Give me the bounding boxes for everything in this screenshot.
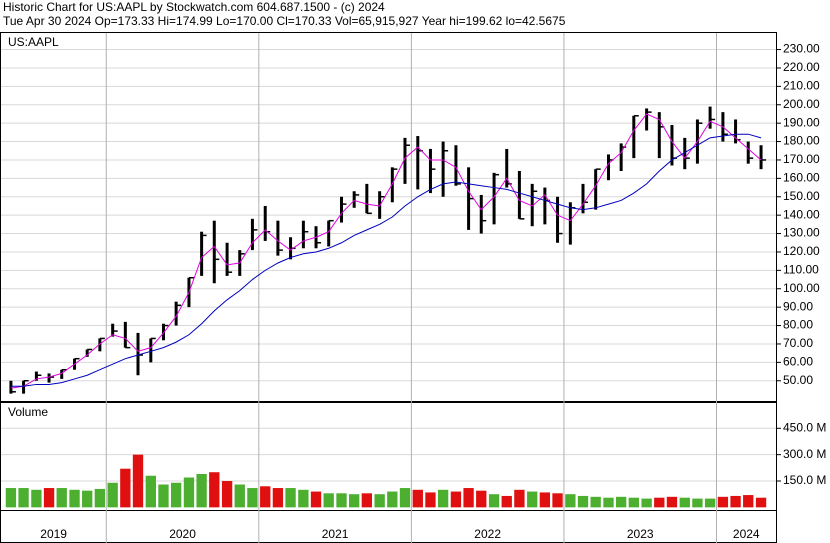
volume-bar bbox=[69, 489, 80, 508]
volume-bar bbox=[323, 493, 334, 508]
volume-bar bbox=[120, 468, 131, 508]
price-panel-label: US:AAPL bbox=[8, 35, 59, 49]
volume-bar bbox=[5, 488, 17, 508]
volume-bar bbox=[310, 491, 322, 508]
volume-bar bbox=[755, 497, 767, 508]
y-tick-label: 70.00 bbox=[783, 336, 813, 350]
volume-bar bbox=[412, 489, 423, 508]
y-tick-label: 220.00 bbox=[783, 60, 820, 74]
y-tick-label: 100.00 bbox=[783, 281, 820, 295]
y-tick-label: 450.0 M bbox=[783, 420, 826, 434]
volume-bar bbox=[247, 488, 258, 508]
volume-bar bbox=[31, 489, 42, 508]
volume-bar bbox=[539, 492, 551, 508]
volume-bar bbox=[514, 489, 525, 508]
y-tick-label: 60.00 bbox=[783, 355, 813, 369]
volume-bar bbox=[196, 473, 207, 508]
volume-bar bbox=[743, 495, 754, 508]
volume-bar bbox=[501, 495, 512, 508]
volume-bar bbox=[666, 496, 678, 508]
volume-bar bbox=[349, 494, 360, 508]
y-tick-label: 230.00 bbox=[783, 42, 820, 56]
volume-bar bbox=[717, 496, 729, 508]
y-tick-label: 140.00 bbox=[783, 207, 820, 221]
y-tick-label: 110.00 bbox=[783, 263, 819, 277]
y-tick-label: 130.00 bbox=[783, 226, 820, 240]
volume-bar bbox=[704, 498, 716, 508]
volume-bar bbox=[577, 495, 589, 508]
volume-panel-label: Volume bbox=[8, 405, 48, 419]
year-label: 2024 bbox=[733, 527, 760, 541]
volume-bar bbox=[94, 488, 106, 508]
volume-bar bbox=[615, 496, 627, 508]
year-label: 2019 bbox=[40, 527, 67, 541]
y-tick-label: 190.00 bbox=[783, 115, 820, 129]
volume-bar bbox=[488, 494, 500, 508]
y-tick-label: 210.00 bbox=[783, 79, 820, 93]
volume-bar bbox=[107, 482, 118, 508]
chart-title: Historic Chart for US:AAPL by Stockwatch… bbox=[3, 0, 385, 14]
volume-bar bbox=[552, 493, 563, 508]
volume-bar bbox=[437, 489, 449, 508]
year-label: 2021 bbox=[322, 527, 349, 541]
volume-bar bbox=[679, 497, 690, 508]
volume-bar bbox=[56, 488, 67, 508]
volume-bar bbox=[361, 493, 373, 508]
volume-bar bbox=[399, 488, 411, 508]
volume-bar bbox=[590, 496, 601, 508]
volume-bar bbox=[43, 488, 55, 508]
volume-bar bbox=[234, 484, 245, 508]
volume-bar bbox=[82, 490, 93, 508]
volume-bar bbox=[209, 472, 220, 508]
price-panel bbox=[0, 32, 777, 402]
moving-average bbox=[10, 113, 762, 389]
volume-bar bbox=[285, 488, 296, 508]
volume-bar bbox=[374, 494, 385, 508]
y-tick-label: 160.00 bbox=[783, 171, 820, 185]
y-tick-label: 90.00 bbox=[783, 299, 813, 313]
volume-bar bbox=[476, 490, 487, 508]
volume-bar bbox=[260, 486, 271, 508]
volume-bar bbox=[463, 488, 474, 508]
volume-bar bbox=[272, 488, 284, 508]
year-label: 2022 bbox=[474, 527, 501, 541]
y-tick-label: 180.00 bbox=[783, 134, 820, 148]
volume-bar bbox=[183, 477, 195, 508]
quote-summary: Tue Apr 30 2024 Op=173.33 Hi=174.99 Lo=1… bbox=[3, 14, 566, 28]
volume-bar bbox=[450, 491, 462, 508]
volume-bar bbox=[170, 482, 182, 508]
volume-bar bbox=[132, 454, 144, 508]
volume-bar bbox=[603, 497, 614, 508]
year-label: 2023 bbox=[627, 527, 654, 541]
volume-bar bbox=[158, 484, 169, 508]
volume-bar bbox=[628, 497, 639, 508]
volume-bar bbox=[298, 489, 309, 508]
volume-bar bbox=[692, 498, 703, 508]
volume-bar bbox=[336, 493, 347, 508]
volume-bar bbox=[565, 494, 576, 508]
y-tick-label: 200.00 bbox=[783, 97, 820, 111]
volume-bar bbox=[730, 495, 741, 508]
volume-bar bbox=[654, 497, 665, 508]
y-tick-label: 150.00 bbox=[783, 189, 820, 203]
volume-bar bbox=[221, 481, 233, 508]
y-tick-label: 120.00 bbox=[783, 244, 820, 258]
volume-bar bbox=[18, 488, 29, 508]
y-tick-label: 170.00 bbox=[783, 152, 820, 166]
volume-bar bbox=[641, 498, 652, 508]
volume-bar bbox=[387, 491, 398, 508]
y-tick-label: 300.0 M bbox=[783, 447, 826, 461]
y-tick-label: 150.0 M bbox=[783, 473, 826, 487]
moving-average bbox=[10, 133, 762, 387]
volume-bar bbox=[527, 491, 538, 508]
y-tick-label: 80.00 bbox=[783, 318, 813, 332]
volume-bar bbox=[425, 492, 436, 508]
y-tick-label: 50.00 bbox=[783, 373, 813, 387]
year-label: 2020 bbox=[169, 527, 196, 541]
volume-bar bbox=[145, 475, 156, 508]
